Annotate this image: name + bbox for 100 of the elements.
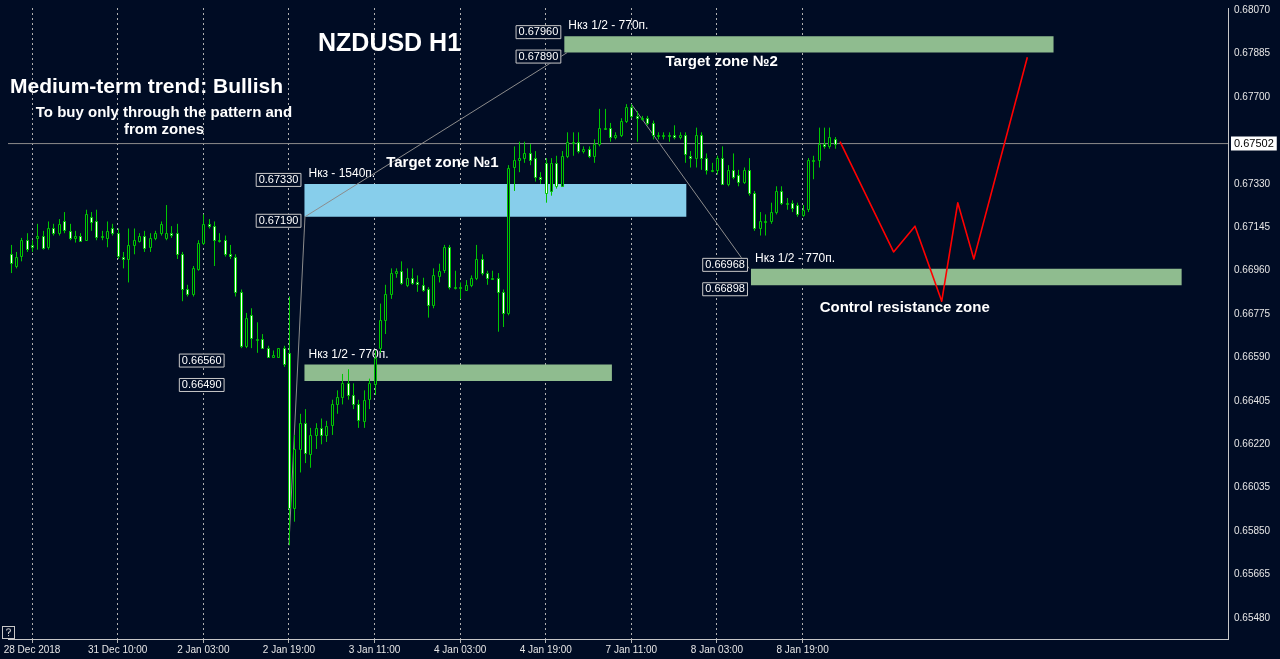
candlestick	[427, 286, 430, 319]
candlestick	[572, 131, 575, 157]
candlestick	[400, 260, 403, 286]
x-tick-label: 4 Jan 19:00	[519, 643, 573, 655]
annotation: 0.66490	[181, 378, 222, 390]
candlestick	[309, 427, 312, 469]
candlestick	[705, 152, 708, 176]
y-tick-label: 0.66775	[1234, 307, 1271, 319]
candlestick	[85, 209, 88, 241]
candlestick	[406, 267, 409, 288]
annotation: 0.66898	[705, 282, 745, 295]
annotation: 0.67190	[258, 213, 299, 226]
candlestick	[143, 230, 146, 253]
candlestick	[481, 253, 484, 276]
annotation: 0.67960	[518, 25, 559, 38]
candlestick	[325, 420, 328, 443]
candlestick	[176, 223, 179, 260]
candlestick	[47, 220, 50, 251]
y-tick-label: 0.68070	[1234, 4, 1271, 16]
text: Medium-term trend: Bullish	[10, 74, 284, 98]
annotation: 0.67890	[518, 49, 559, 62]
y-tick-label: 0.66035	[1234, 481, 1271, 493]
candlestick	[36, 223, 39, 251]
candlestick	[224, 235, 227, 258]
text: NZDUSD H1	[318, 28, 462, 57]
candlestick	[181, 251, 184, 302]
y-tick-label: 0.66405	[1234, 394, 1271, 406]
candlestick	[764, 213, 767, 237]
candlestick	[432, 267, 435, 309]
candlestick	[347, 368, 350, 401]
candlestick	[331, 399, 334, 436]
candlestick	[625, 103, 628, 124]
candlestick	[250, 307, 253, 349]
candlestick	[352, 382, 355, 410]
candlestick	[812, 155, 815, 180]
candlestick	[293, 434, 296, 523]
candlestick	[368, 378, 371, 410]
x-tick-label: 8 Jan 03:00	[690, 643, 744, 655]
y-tick-label: 0.67700	[1234, 90, 1271, 102]
y-tick-label: 0.66220	[1234, 438, 1271, 450]
candlestick	[283, 345, 286, 368]
candlestick	[818, 127, 821, 169]
candlestick	[807, 157, 810, 213]
candlestick	[192, 265, 195, 298]
candlestick	[10, 244, 13, 274]
candlestick	[529, 143, 532, 166]
candlestick	[443, 244, 446, 274]
candlestick	[636, 110, 639, 143]
annotation: Control resistance zone	[819, 297, 990, 315]
candlestick	[95, 209, 98, 241]
candlestick	[577, 131, 580, 154]
x-tick-label: 8 Jan 19:00	[776, 643, 830, 655]
annotation: 0.66968	[705, 257, 745, 270]
candlestick	[315, 422, 318, 450]
candlestick	[299, 413, 302, 473]
annotation: 0.67330	[258, 172, 299, 185]
candlestick	[609, 122, 612, 143]
candlestick	[748, 157, 751, 197]
candlestick	[518, 141, 521, 173]
annotation: 0.66560	[181, 353, 222, 366]
candlestick	[620, 117, 623, 138]
y-tick-label: 0.66960	[1234, 264, 1271, 276]
annotation: To buy only through the pattern and from zones	[34, 103, 294, 137]
candlestick	[497, 272, 500, 333]
candlestick	[534, 150, 537, 183]
candlestick	[357, 399, 360, 429]
candlestick	[336, 389, 339, 415]
candlestick	[604, 108, 607, 131]
candlestick	[341, 373, 344, 405]
candlestick	[695, 127, 698, 169]
candlestick	[652, 120, 655, 140]
candlestick	[545, 157, 548, 204]
band-label: Нкз - 1540п.	[308, 166, 376, 181]
y-tick-label: 0.67885	[1234, 47, 1271, 59]
y-tick-label: 0.66590	[1234, 351, 1271, 363]
candlestick	[448, 244, 451, 290]
candlestick	[256, 321, 259, 354]
candlestick	[555, 155, 558, 190]
candlestick	[475, 244, 478, 281]
candlestick	[502, 288, 505, 328]
y-tick-label: 0.65665	[1234, 568, 1271, 580]
candlestick	[438, 263, 441, 283]
candlestick	[753, 190, 756, 232]
candlestick	[234, 253, 237, 298]
candlestick	[828, 127, 831, 150]
candlestick	[780, 185, 783, 206]
candlestick	[459, 281, 462, 300]
candlestick	[823, 127, 826, 150]
candlestick	[149, 232, 152, 253]
candlestick	[90, 211, 93, 232]
candlestick	[454, 270, 457, 290]
candlestick	[363, 389, 366, 429]
candlestick	[320, 418, 323, 445]
candlestick	[384, 284, 387, 335]
x-tick-label: 7 Jan 11:00	[605, 643, 658, 655]
candlestick	[727, 164, 730, 187]
candlestick	[598, 108, 601, 147]
candlestick	[775, 185, 778, 215]
candlestick	[684, 131, 687, 164]
candlestick	[770, 202, 773, 225]
